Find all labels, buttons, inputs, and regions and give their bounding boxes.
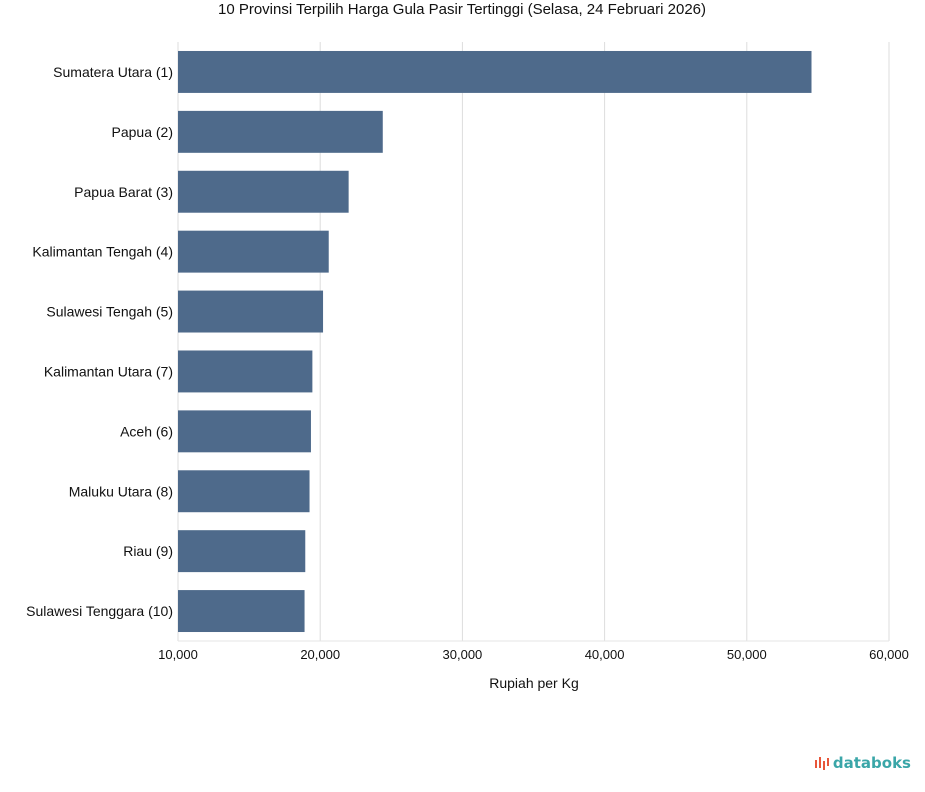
category-label: Papua Barat (3) [74,184,173,200]
brand-name: databoks [832,754,911,772]
bar [178,470,310,513]
bar [178,170,349,213]
category-label: Papua (2) [112,124,173,140]
bar [178,410,311,453]
x-tick-label: 10,000 [158,647,198,662]
x-tick-label: 40,000 [585,647,625,662]
category-label: Riau (9) [123,543,173,559]
bar [178,530,306,573]
bar [178,590,305,633]
category-label: Kalimantan Utara (7) [44,363,173,379]
category-label: Sumatera Utara (1) [53,64,173,80]
bar [178,290,324,333]
databoks-brand: databoks [814,754,911,772]
bar [178,50,812,93]
category-labels: Sumatera Utara (1) Papua (2) Papua Barat (… [26,64,173,619]
category-label: Maluku Utara (8) [69,483,173,499]
category-label: Kalimantan Tengah (4) [32,244,173,260]
x-tick-label: 20,000 [300,647,340,662]
bar [178,110,383,153]
x-tick-label: 60,000 [869,647,909,662]
databoks-logo-icon [814,757,829,770]
x-axis-title: Rupiah per Kg [489,675,579,691]
bar [178,230,329,273]
x-tick-label: 30,000 [443,647,483,662]
bar [178,350,313,393]
category-label: Aceh (6) [120,423,173,439]
chart-title: 10 Provinsi Terpilih Harga Gula Pasir Te… [218,1,706,18]
x-tick-label: 50,000 [727,647,767,662]
category-label: Sulawesi Tengah (5) [46,304,173,320]
category-label: Sulawesi Tenggara (10) [26,603,173,619]
bars [178,50,812,633]
x-axis-ticks: 10,000 20,000 30,000 40,000 50,000 60,000 [158,647,909,662]
